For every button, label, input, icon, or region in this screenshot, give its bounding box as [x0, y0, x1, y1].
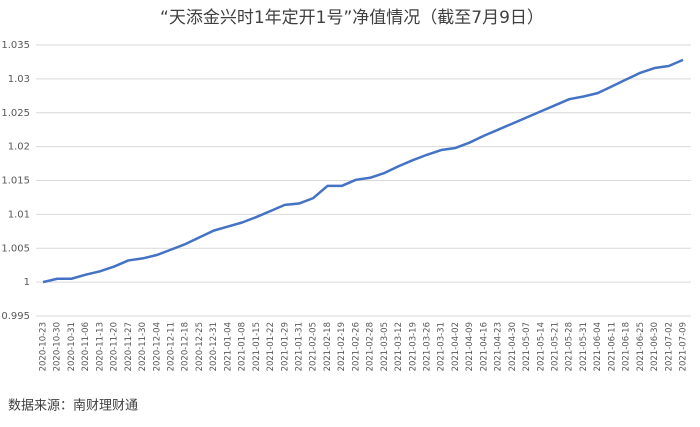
x-tick-label: 2021-01-29	[280, 322, 290, 371]
source-note: 数据来源：南财理财通	[8, 398, 138, 414]
x-tick-label: 2021-02-19	[337, 322, 347, 371]
x-tick-label: 2021-05-14	[536, 322, 546, 371]
x-tick-label: 2021-01-15	[252, 322, 262, 371]
x-tick-label: 2021-01-31	[295, 322, 305, 371]
chart-title: “天添金兴时1年定开1号”净值情况（截至7月9日）	[160, 8, 544, 28]
x-tick-label: 2020-11-30	[138, 322, 148, 371]
x-tick-label: 2021-05-21	[551, 322, 561, 371]
x-tick-label: 2020-11-06	[81, 322, 91, 371]
y-tick-label: 1.025	[1, 108, 30, 119]
x-tick-label: 2020-12-25	[195, 322, 205, 371]
y-tick-label: 1.015	[1, 176, 30, 187]
x-tick-label: 2021-06-11	[607, 322, 617, 371]
x-tick-label: 2021-03-31	[437, 322, 447, 371]
x-tick-label: 2021-04-16	[479, 322, 489, 371]
y-tick-label: 0.995	[1, 311, 30, 322]
x-tick-label: 2020-12-04	[152, 322, 162, 371]
x-tick-label: 2021-07-09	[679, 322, 689, 371]
x-tick-label: 2021-05-31	[579, 322, 589, 371]
x-tick-label: 2021-01-22	[266, 322, 276, 371]
y-tick-label: 1.01	[8, 209, 30, 220]
x-tick-label: 2020-12-11	[167, 322, 177, 371]
x-tick-label: 2020-10-30	[53, 322, 63, 371]
x-tick-label: 2021-03-05	[380, 322, 390, 371]
series-line	[42, 58, 684, 284]
x-tick-label: 2021-06-04	[593, 322, 603, 371]
x-tick-label: 2021-04-09	[465, 322, 475, 371]
y-tick-label: 1.005	[1, 243, 30, 254]
x-tick-label: 2020-11-20	[110, 322, 120, 371]
x-tick-label: 2020-12-18	[181, 322, 191, 371]
x-tick-label: 2021-05-07	[522, 322, 532, 371]
y-tick-label: 1	[24, 277, 30, 288]
x-tick-label: 2021-06-30	[650, 322, 660, 371]
x-tick-label: 2020-10-23	[39, 322, 49, 371]
x-tick-label: 2021-01-08	[238, 322, 248, 371]
x-tick-label: 2021-03-12	[394, 322, 404, 371]
x-tick-label: 2021-02-26	[351, 322, 361, 371]
y-tick-label: 1.03	[8, 74, 30, 85]
x-tick-label: 2021-01-04	[223, 322, 233, 371]
x-tick-label: 2021-03-19	[408, 322, 418, 371]
x-tick-label: 2021-06-25	[636, 322, 646, 371]
x-tick-label: 2021-02-05	[309, 322, 319, 371]
x-tick-label: 2021-02-18	[323, 322, 333, 371]
x-tick-label: 2021-04-23	[494, 322, 504, 371]
x-tick-label: 2021-06-18	[622, 322, 632, 371]
y-tick-label: 1.02	[8, 142, 30, 153]
x-tick-label: 2021-07-02	[664, 322, 674, 371]
x-tick-label: 2021-03-26	[423, 322, 433, 371]
x-tick-label: 2021-04-02	[451, 322, 461, 371]
x-tick-label: 2021-04-30	[508, 322, 518, 371]
x-tick-label: 2020-11-27	[124, 322, 134, 371]
x-tick-label: 2020-12-31	[209, 322, 219, 371]
x-tick-label: 2020-11-13	[95, 322, 105, 371]
y-tick-label: 1.035	[1, 40, 30, 51]
x-tick-label: 2021-02-28	[366, 322, 376, 371]
x-tick-label: 2020-10-31	[67, 322, 77, 371]
x-tick-label: 2021-05-28	[565, 322, 575, 371]
